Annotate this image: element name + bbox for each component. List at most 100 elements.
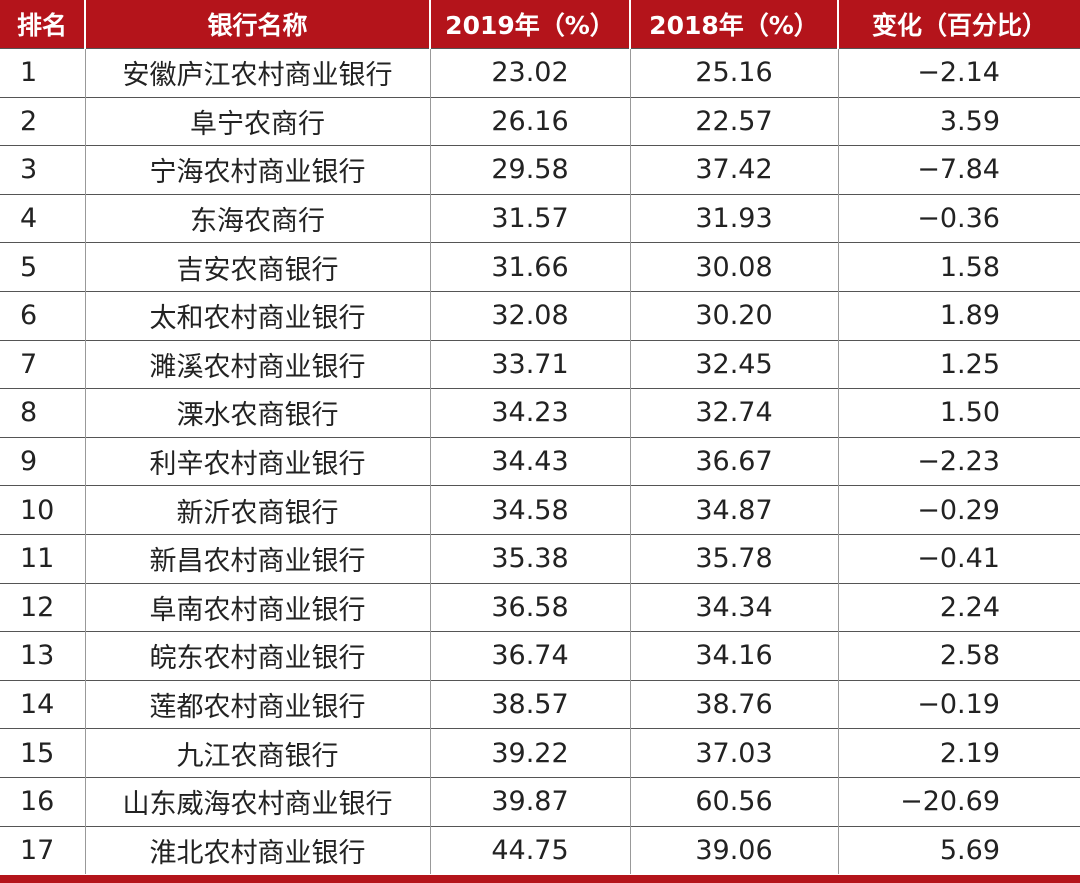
- table-cell: 33.71: [429, 339, 630, 389]
- table-cell: 7: [0, 339, 85, 389]
- table-cell: 34.34: [629, 582, 838, 632]
- table-cell: 32.74: [629, 388, 838, 438]
- table-cell: 3.59: [837, 96, 1080, 146]
- table-cell: 4: [0, 193, 85, 243]
- table-row: 11 新昌农村商业银行 35.38 35.78 −0.41: [0, 533, 1080, 584]
- header-cell: 变化（百分比）: [837, 0, 1080, 49]
- table-cell: 38.76: [629, 679, 838, 729]
- table-row: 4 东海农商行 31.57 31.93 −0.36: [0, 193, 1080, 243]
- table-cell: 31.93: [629, 193, 838, 243]
- table-cell: 东海农商行: [84, 193, 430, 243]
- table-cell: 阜南农村商业银行: [84, 582, 430, 632]
- table-cell: 32.45: [629, 339, 838, 389]
- table-cell: 22.57: [629, 96, 838, 146]
- table-cell: 13: [0, 631, 85, 681]
- table-cell: 5: [0, 242, 85, 292]
- table-cell: 34.23: [429, 388, 630, 438]
- table-cell: 1.25: [837, 339, 1080, 389]
- footer-bar: [0, 875, 1080, 883]
- header-row: 排名 银行名称 2019年（%） 2018年（%） 变化（百分比）: [0, 0, 1080, 49]
- table-cell: 34.58: [429, 485, 630, 535]
- table-cell: 2.24: [837, 582, 1080, 632]
- table-cell: 34.16: [629, 631, 838, 681]
- table-cell: −0.29: [837, 485, 1080, 535]
- table-cell: 25.16: [629, 48, 838, 98]
- table-cell: 12: [0, 582, 85, 632]
- table-cell: 安徽庐江农村商业银行: [84, 48, 430, 98]
- table-cell: 32.08: [429, 290, 630, 341]
- table-cell: 吉安农商银行: [84, 242, 430, 292]
- table-cell: 2: [0, 96, 85, 146]
- table-cell: 26.16: [429, 96, 630, 146]
- table-cell: 6: [0, 290, 85, 341]
- table-cell: 10: [0, 485, 85, 535]
- table-cell: 溧水农商银行: [84, 388, 430, 438]
- table-row: 17 淮北农村商业银行 44.75 39.06 5.69: [0, 825, 1080, 875]
- table-row: 13 皖东农村商业银行 36.74 34.16 2.58: [0, 631, 1080, 681]
- header-cell: 银行名称: [84, 0, 430, 49]
- table-row: 16 山东威海农村商业银行 39.87 60.56 −20.69: [0, 776, 1080, 826]
- table-cell: 35.38: [429, 533, 630, 584]
- table-cell: 15: [0, 728, 85, 778]
- table-cell: 30.20: [629, 290, 838, 341]
- table-row: 10 新沂农商银行 34.58 34.87 −0.29: [0, 485, 1080, 535]
- table-row: 8 溧水农商银行 34.23 32.74 1.50: [0, 388, 1080, 438]
- table-cell: 31.57: [429, 193, 630, 243]
- table-cell: 5.69: [837, 825, 1080, 875]
- table-row: 9 利辛农村商业银行 34.43 36.67 −2.23: [0, 436, 1080, 486]
- table-cell: −0.41: [837, 533, 1080, 584]
- table-cell: 35.78: [629, 533, 838, 584]
- table-row: 2 阜宁农商行 26.16 22.57 3.59: [0, 96, 1080, 146]
- table-row: 6 太和农村商业银行 32.08 30.20 1.89: [0, 290, 1080, 341]
- table-cell: −2.14: [837, 48, 1080, 98]
- table-cell: −0.36: [837, 193, 1080, 243]
- table-cell: 16: [0, 776, 85, 826]
- table-row: 1 安徽庐江农村商业银行 23.02 25.16 −2.14: [0, 48, 1080, 98]
- table-cell: 31.66: [429, 242, 630, 292]
- table-cell: 14: [0, 679, 85, 729]
- table-cell: 36.67: [629, 436, 838, 486]
- table-row: 7 濉溪农村商业银行 33.71 32.45 1.25: [0, 339, 1080, 389]
- header-cell: 排名: [0, 0, 85, 49]
- table-cell: 36.74: [429, 631, 630, 681]
- table-cell: 山东威海农村商业银行: [84, 776, 430, 826]
- table-cell: 阜宁农商行: [84, 96, 430, 146]
- table-cell: 11: [0, 533, 85, 584]
- table-cell: 34.87: [629, 485, 838, 535]
- table-cell: 1: [0, 48, 85, 98]
- table-cell: 29.58: [429, 145, 630, 195]
- table-cell: 39.87: [429, 776, 630, 826]
- table-cell: 9: [0, 436, 85, 486]
- table-row: 3 宁海农村商业银行 29.58 37.42 −7.84: [0, 145, 1080, 195]
- table-cell: −20.69: [837, 776, 1080, 826]
- table-cell: 38.57: [429, 679, 630, 729]
- table-cell: 8: [0, 388, 85, 438]
- table-row: 15 九江农商银行 39.22 37.03 2.19: [0, 728, 1080, 778]
- table-row: 5 吉安农商银行 31.66 30.08 1.58: [0, 242, 1080, 292]
- table-cell: 1.50: [837, 388, 1080, 438]
- table-row: 14 莲都农村商业银行 38.57 38.76 −0.19: [0, 679, 1080, 729]
- table-cell: 34.43: [429, 436, 630, 486]
- table-cell: 39.22: [429, 728, 630, 778]
- table-cell: 17: [0, 825, 85, 875]
- header-cell: 2019年（%）: [429, 0, 630, 49]
- table-cell: 2.19: [837, 728, 1080, 778]
- table-cell: 太和农村商业银行: [84, 290, 430, 341]
- table-cell: 新沂农商银行: [84, 485, 430, 535]
- table-row: 12 阜南农村商业银行 36.58 34.34 2.24: [0, 582, 1080, 632]
- table-cell: 60.56: [629, 776, 838, 826]
- table-cell: 30.08: [629, 242, 838, 292]
- table-cell: 39.06: [629, 825, 838, 875]
- table-cell: −7.84: [837, 145, 1080, 195]
- table-cell: 3: [0, 145, 85, 195]
- table-cell: 2.58: [837, 631, 1080, 681]
- table-cell: 37.42: [629, 145, 838, 195]
- table-cell: 濉溪农村商业银行: [84, 339, 430, 389]
- table-cell: 九江农商银行: [84, 728, 430, 778]
- table-cell: 淮北农村商业银行: [84, 825, 430, 875]
- table-cell: 利辛农村商业银行: [84, 436, 430, 486]
- table-cell: −2.23: [837, 436, 1080, 486]
- table-cell: 23.02: [429, 48, 630, 98]
